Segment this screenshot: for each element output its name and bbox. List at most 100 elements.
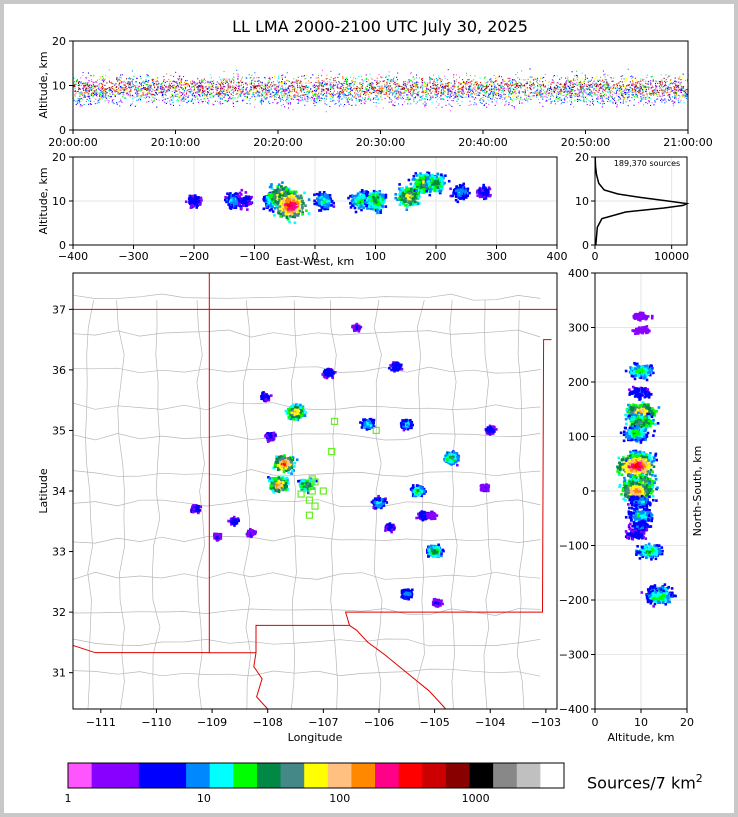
source-point [179,77,181,79]
source-point [461,82,463,84]
source-point [83,82,85,84]
source-point [184,88,186,90]
source-point [469,81,471,83]
source-point [316,98,318,100]
source-point [325,111,327,113]
source-point [308,82,310,84]
source-point [102,95,104,97]
source-point [74,83,76,85]
source-point [301,97,303,99]
source-point [185,93,187,95]
source-point [372,84,374,86]
source-point [555,89,557,91]
source-point [470,93,472,95]
source-point [191,83,193,85]
source-point [336,85,338,87]
source-point [615,90,617,92]
source-point [601,106,603,108]
source-point [333,100,335,102]
source-point [261,93,263,95]
source-point [261,87,263,89]
source-point [538,91,540,93]
source-point [309,98,311,100]
source-point [87,85,89,87]
source-point [505,103,507,105]
source-point [684,90,686,92]
source-point [81,97,83,99]
source-point [469,97,471,99]
source-point [171,93,173,95]
source-point [325,97,327,99]
source-point [285,90,287,92]
source-point [262,100,264,102]
source-point [576,95,578,97]
source-point [590,93,592,95]
source-point [507,86,509,88]
source-point [219,92,221,94]
source-point [229,96,231,98]
source-point [90,103,92,105]
source-point [396,90,398,92]
source-point [106,99,108,101]
source-point [581,72,583,74]
source-point [632,94,634,96]
source-point [592,101,594,103]
source-point [317,87,319,89]
source-point [248,93,250,95]
source-point [453,80,455,82]
source-point [178,85,180,87]
source-point [373,98,375,100]
source-point [572,83,574,85]
source-point [597,80,599,82]
source-point [495,77,497,79]
source-point [417,85,419,87]
source-point [196,91,198,93]
source-point [579,92,581,94]
source-point [640,87,642,89]
source-point [511,90,513,92]
source-point [636,95,638,97]
source-point [547,84,549,86]
source-point [450,95,452,97]
source-point [86,96,88,98]
source-point [246,86,248,88]
source-point [609,94,611,96]
source-point [157,77,159,79]
source-point [657,91,659,93]
source-point [395,95,397,97]
source-point [357,92,359,94]
source-point [302,94,304,96]
source-point [394,97,396,99]
source-point [579,95,581,97]
source-point [351,104,353,106]
source-point [92,81,94,83]
source-point [486,79,488,81]
source-point [526,82,528,84]
source-point [467,96,469,98]
source-point [98,78,100,80]
source-point [305,82,307,84]
source-point [459,82,461,84]
source-point [306,97,308,99]
source-point [511,80,513,82]
source-point [254,85,256,87]
source-point [424,83,426,85]
source-point [365,88,367,90]
source-point [385,92,387,94]
source-point [577,88,579,90]
source-point [561,98,563,100]
source-point [534,91,536,93]
source-point [633,104,635,106]
source-point [142,80,144,82]
source-point [412,81,414,83]
source-point [552,79,554,81]
source-point [336,86,338,88]
source-point [276,91,278,93]
source-point [375,102,377,104]
source-point [474,88,476,90]
source-point [330,95,332,97]
source-point [293,89,295,91]
source-point [344,93,346,95]
source-point [187,96,189,98]
source-point [493,99,495,101]
